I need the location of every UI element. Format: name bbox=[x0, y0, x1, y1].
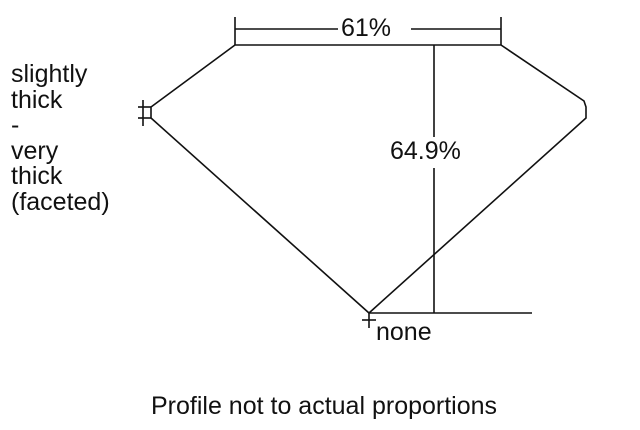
girdle-label-line: very bbox=[11, 136, 59, 165]
depth-percent-label: 64.9% bbox=[390, 137, 461, 165]
girdle-label-line: - bbox=[11, 111, 20, 139]
girdle-label: slightly thick - very thick (faceted) bbox=[11, 62, 110, 215]
girdle-label-line: thick bbox=[11, 85, 63, 114]
culet-marker bbox=[362, 313, 376, 328]
caption: Profile not to actual proportions bbox=[151, 392, 498, 420]
girdle-label-line: (faceted) bbox=[11, 187, 110, 216]
girdle-marker bbox=[138, 100, 151, 126]
gem-outline bbox=[150, 44, 587, 315]
girdle-label-line: slightly bbox=[11, 60, 88, 88]
culet-label: none bbox=[376, 318, 432, 346]
table-percent-label: 61% bbox=[341, 14, 392, 42]
girdle-label-line: thick bbox=[11, 162, 63, 190]
